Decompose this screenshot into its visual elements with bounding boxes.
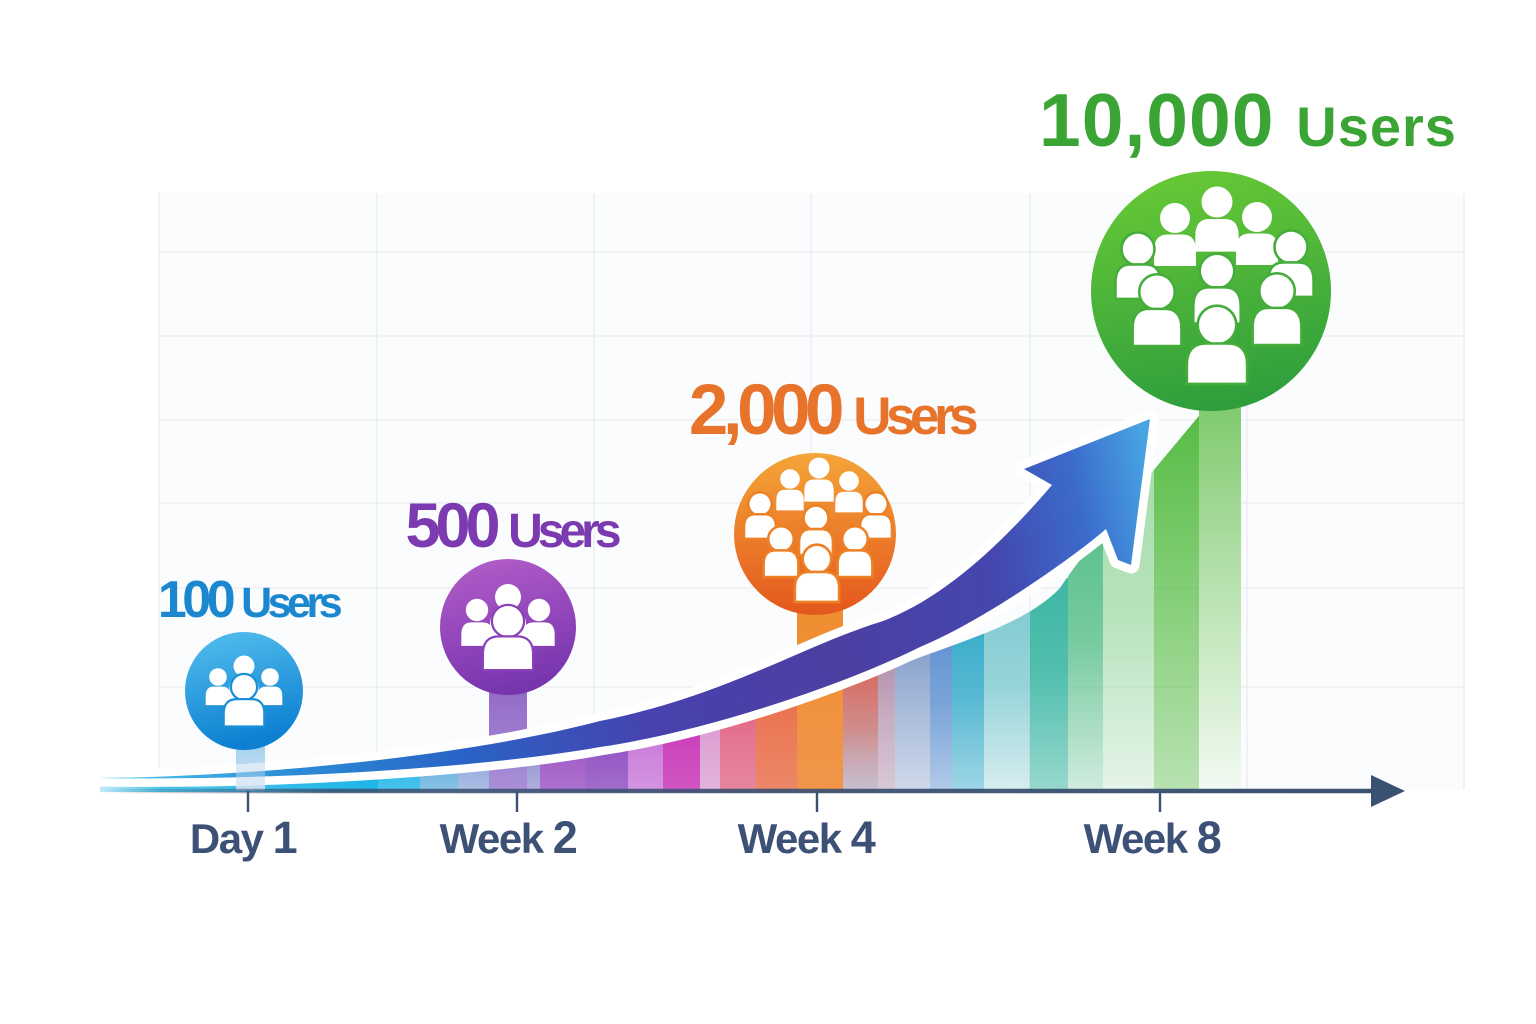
- svg-text:Week 2: Week 2: [440, 812, 577, 863]
- svg-text:100 Users: 100 Users: [158, 571, 342, 629]
- svg-text:10,000 Users: 10,000 Users: [1039, 78, 1457, 162]
- svg-text:Week 8: Week 8: [1084, 812, 1221, 863]
- svg-text:Day 1: Day 1: [190, 812, 297, 863]
- svg-text:Week 4: Week 4: [738, 812, 876, 863]
